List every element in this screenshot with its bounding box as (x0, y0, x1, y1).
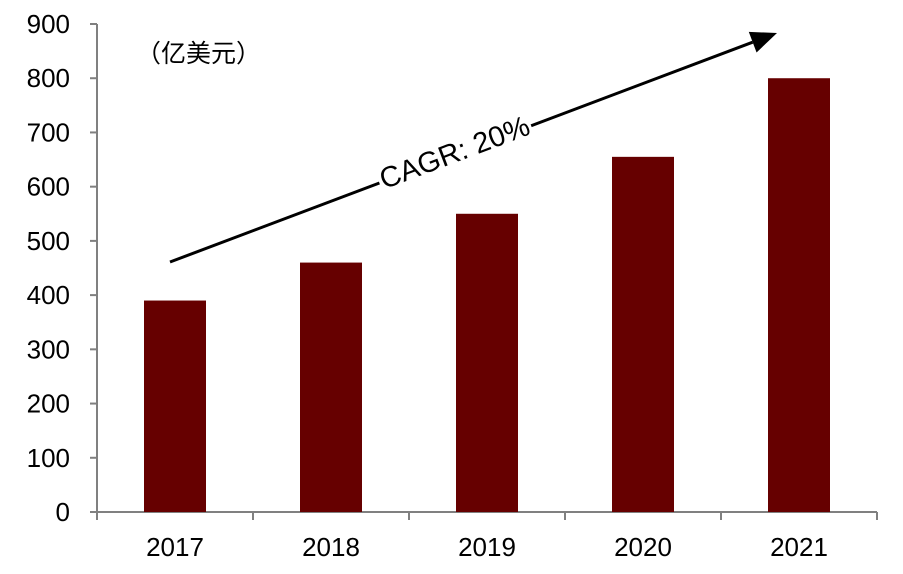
x-tick-label: 2020 (614, 532, 672, 562)
y-tick-label: 600 (27, 172, 70, 202)
y-tick-labels: 0 100 200 300 400 500 600 700 800 900 (27, 9, 70, 527)
y-tick-label: 200 (27, 389, 70, 419)
x-tick-labels: 2017 2018 2019 2020 2021 (146, 532, 828, 562)
y-tick-label: 900 (27, 9, 70, 39)
x-tick-label: 2017 (146, 532, 204, 562)
bar-2018 (300, 262, 362, 512)
bars-group (144, 78, 830, 512)
bar-2020 (612, 156, 674, 512)
y-tick-label: 0 (56, 497, 70, 527)
bar-2017 (144, 300, 206, 512)
y-tick-label: 300 (27, 334, 70, 364)
y-tick-label: 700 (27, 117, 70, 147)
cagr-arrow-line-start (169, 181, 380, 264)
y-tick-label: 400 (27, 280, 70, 310)
x-tick-label: 2021 (770, 532, 828, 562)
bar-2019 (456, 213, 518, 512)
y-tick-label: 100 (27, 443, 70, 473)
cagr-arrow-head (748, 31, 777, 53)
unit-label: （亿美元） (136, 39, 261, 68)
x-tick-label: 2018 (302, 532, 360, 562)
bar-2021 (768, 78, 830, 512)
cagr-label: CAGR: 20% (375, 110, 534, 196)
chart-axes (90, 23, 878, 520)
y-tick-label: 800 (27, 63, 70, 93)
x-tick-label: 2019 (458, 532, 516, 562)
y-tick-label: 500 (27, 226, 70, 256)
cagr-arrow-line-end (530, 40, 754, 128)
